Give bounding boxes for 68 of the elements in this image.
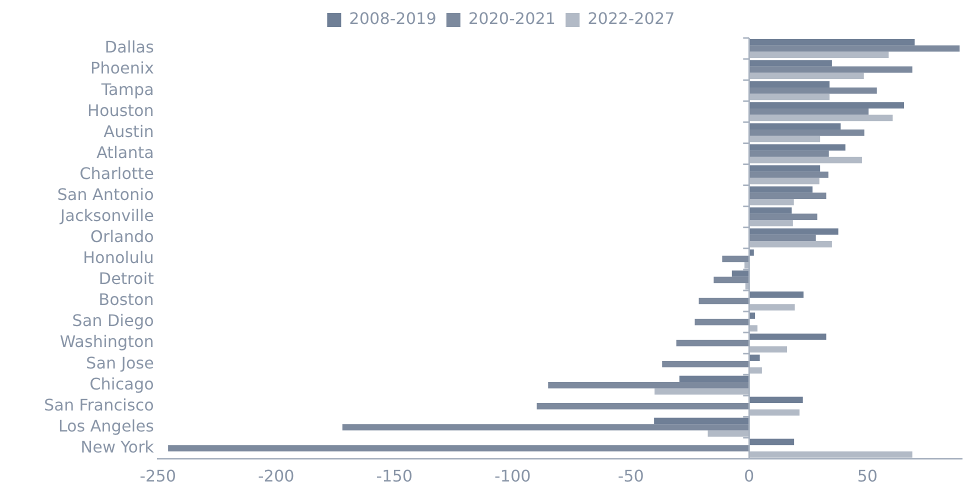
bar [714, 276, 750, 284]
y-tick-label: Atlanta [96, 142, 154, 162]
y-tick-label: Boston [98, 290, 154, 310]
y-tick-label: New York [80, 437, 155, 456]
x-tick-label: -200 [258, 466, 294, 486]
y-tick-label: San Francisco [44, 395, 154, 414]
bar [749, 130, 864, 136]
bar [749, 396, 803, 404]
bar [749, 234, 816, 242]
y-tick-label: Orlando [90, 227, 154, 246]
y-tick-label: Honolulu [82, 248, 154, 268]
y-tick-label: Dallas [104, 38, 154, 57]
y-tick-label: Los Angeles [58, 416, 154, 436]
x-tick-label: 50 [857, 466, 878, 486]
y-tick-label: Phoenix [90, 58, 154, 78]
bar [676, 340, 750, 346]
bar [749, 165, 820, 172]
y-tick-label: Chicago [90, 374, 154, 394]
legend-label: 2020-2021 [468, 9, 556, 28]
bar [722, 256, 750, 262]
bar [749, 228, 838, 235]
bar [679, 376, 750, 382]
y-tick-label: Washington [60, 332, 154, 352]
bar [749, 172, 828, 178]
x-tick-label: -50 [618, 466, 644, 486]
y-tick-label: Austin [104, 122, 154, 141]
x-tick-label: -250 [140, 466, 176, 486]
y-tick-label: San Diego [72, 311, 154, 330]
bar [749, 87, 877, 94]
bar [749, 144, 846, 151]
y-tick-label: Charlotte [80, 164, 154, 183]
legend-label: 2022-2027 [588, 9, 675, 28]
bar [662, 360, 750, 368]
y-tick-label: Houston [87, 100, 154, 120]
bar [168, 445, 750, 452]
bar [749, 214, 818, 220]
y-tick-label: San Jose [86, 353, 154, 372]
bar [749, 102, 904, 108]
y-tick-label: San Antonio [57, 184, 154, 204]
y-tick-label: Jacksonville [59, 206, 154, 225]
x-tick-label: 0 [744, 466, 754, 486]
bar [749, 108, 869, 115]
y-tick-label: Tampa [100, 80, 154, 99]
bar [749, 66, 912, 73]
bar [749, 123, 841, 130]
bar [749, 292, 804, 298]
x-tick-label: -100 [494, 466, 531, 486]
bar [749, 39, 915, 46]
bar [749, 81, 830, 88]
bar [749, 207, 792, 214]
bar [342, 424, 750, 430]
bar [654, 418, 750, 424]
bar [749, 354, 760, 361]
bar [749, 60, 832, 66]
bar [732, 270, 750, 277]
bar [749, 438, 794, 446]
x-tick-label: -150 [376, 466, 413, 486]
bar [749, 186, 813, 193]
bar [536, 403, 750, 410]
legend-label: 2008-2019 [349, 9, 436, 28]
bar [698, 298, 750, 304]
bar [749, 334, 826, 340]
bar [694, 318, 750, 326]
bar [749, 150, 829, 157]
bar [749, 45, 960, 52]
bar [548, 382, 750, 388]
bar [749, 192, 826, 199]
y-tick-label: Detroit [98, 269, 154, 288]
